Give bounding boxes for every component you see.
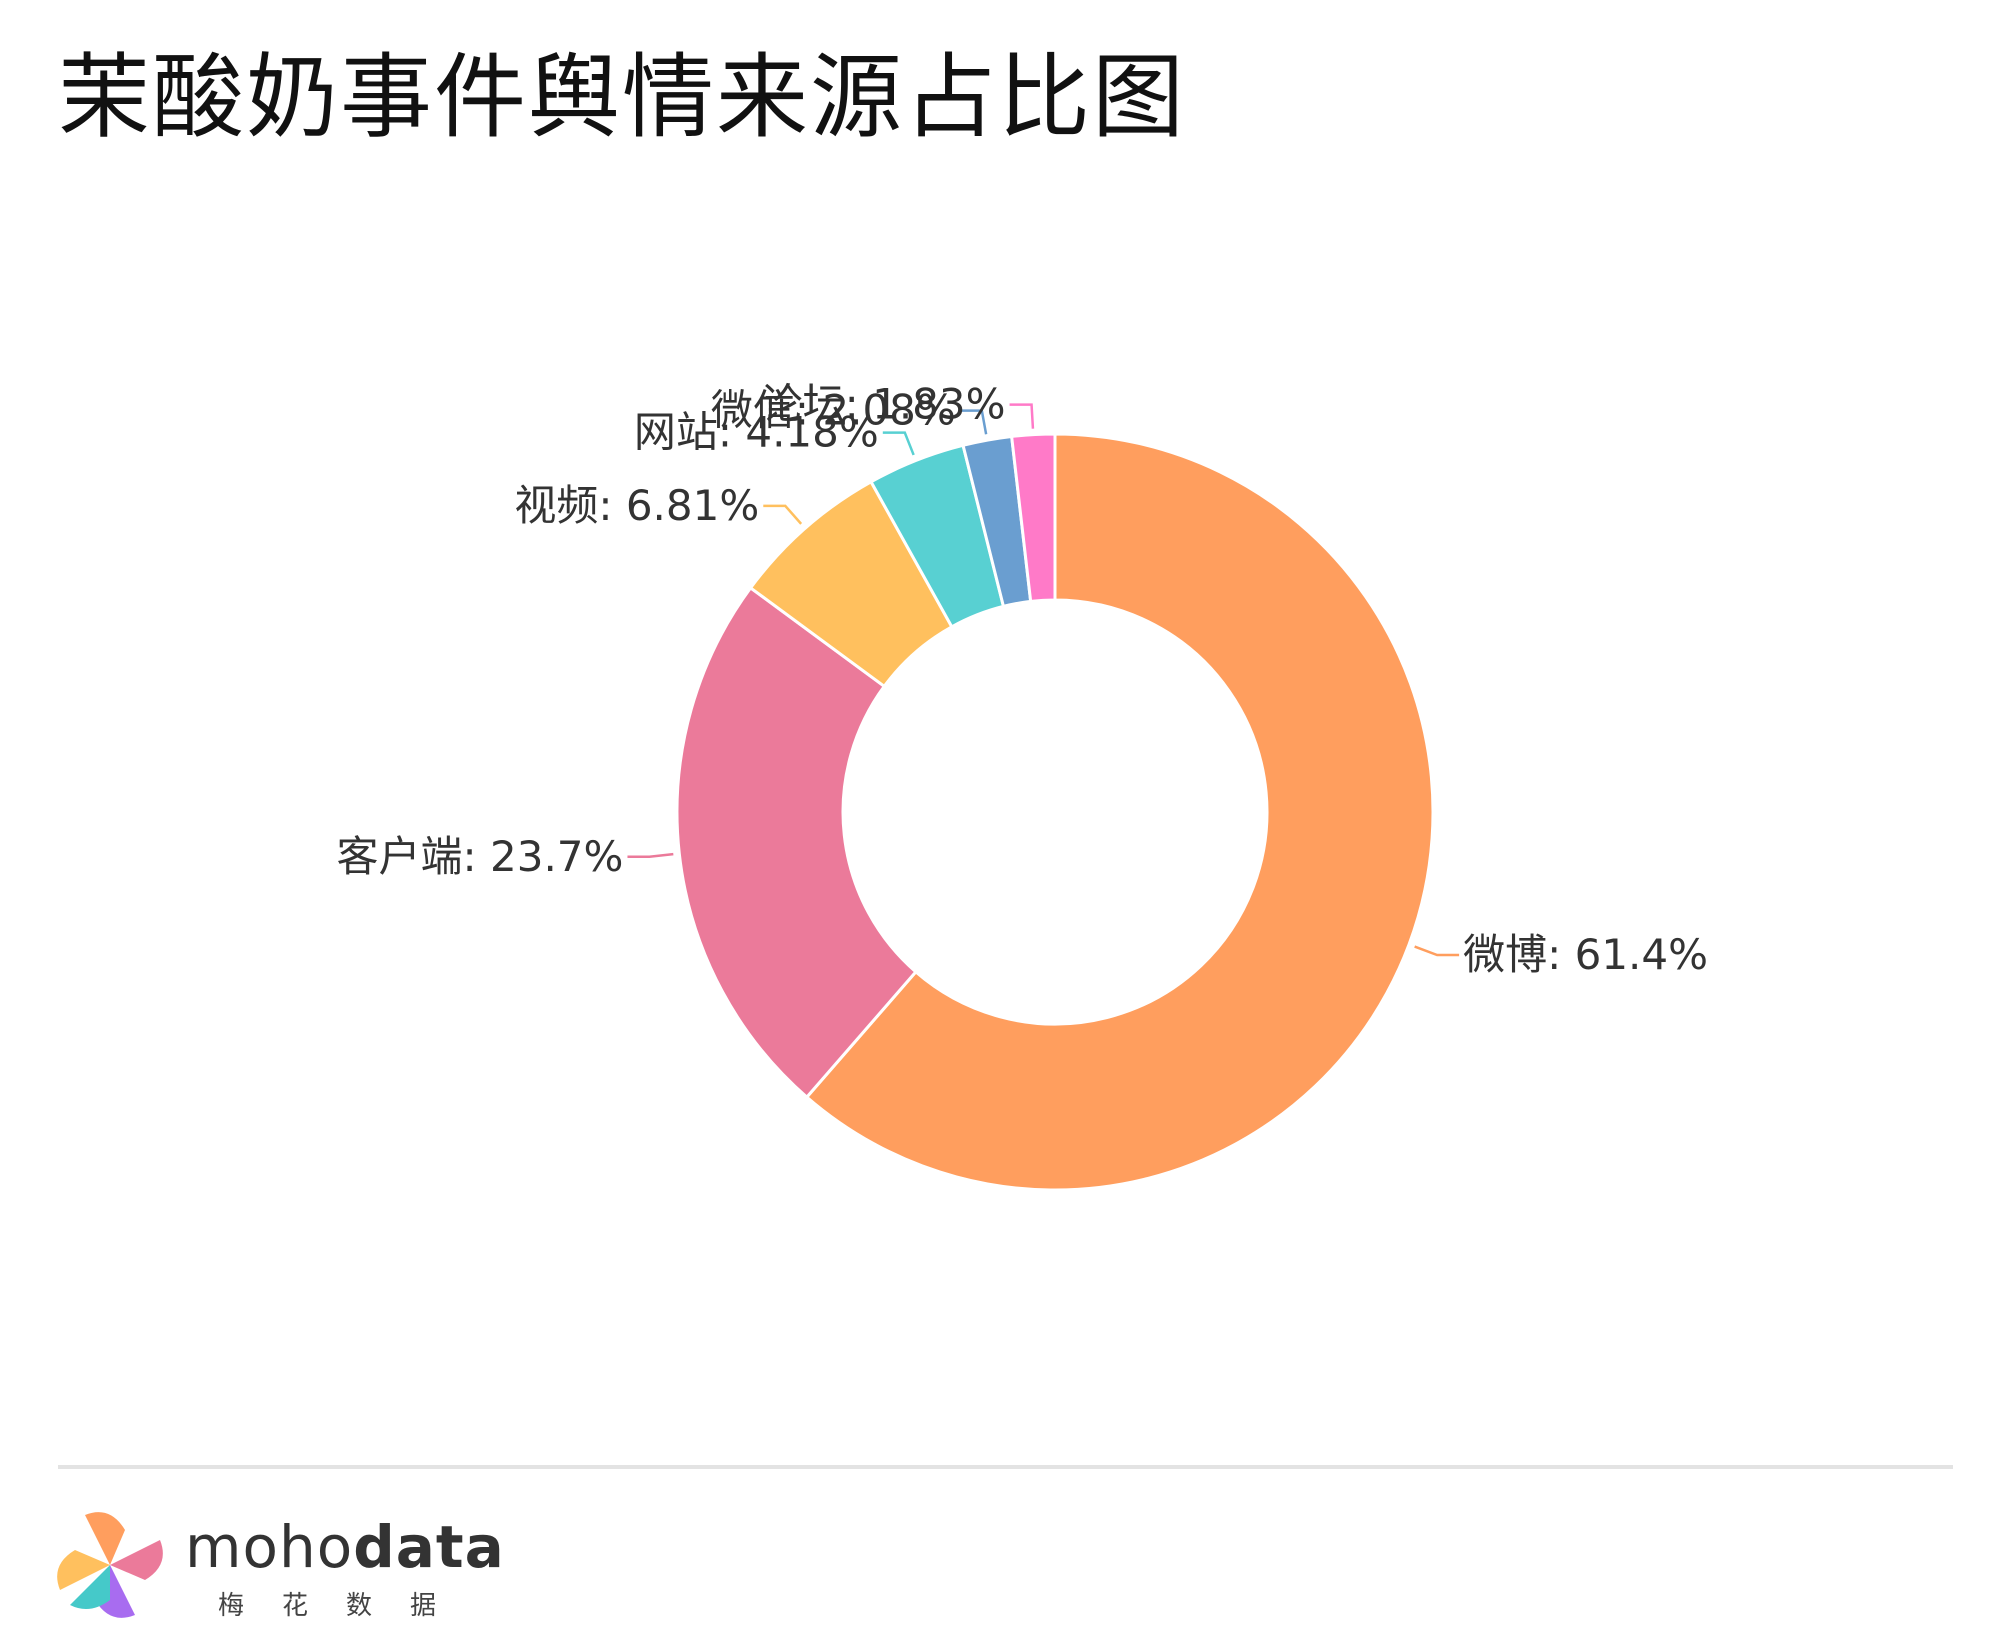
leader-line-微博 <box>1414 945 1460 957</box>
slice-label-微博: 微博: 61.4% <box>1463 930 1708 979</box>
slice-label-论坛: 论坛: 1.83% <box>761 380 1006 429</box>
brand-subtitle: 梅花数据 <box>218 1591 475 1621</box>
slice-客户端 <box>675 585 918 1100</box>
slice-论坛 <box>1009 432 1057 604</box>
brand-name: mohodata <box>185 1512 505 1582</box>
footer-divider <box>58 1465 1953 1469</box>
slice-label-微信: 微信: 2.08% <box>711 386 956 435</box>
brand-name-bold: data <box>353 1513 505 1581</box>
slice-微博 <box>804 432 1435 1192</box>
mohodata-logo-icon <box>57 1512 163 1618</box>
chart-title: 茉酸奶事件舆情来源占比图 <box>58 44 1187 151</box>
leader-line-论坛 <box>1009 403 1035 429</box>
leader-line-微信 <box>959 409 988 435</box>
slice-label-视频: 视频: 6.81% <box>514 481 759 530</box>
leader-line-网站 <box>882 431 915 456</box>
donut-chart: 微博: 61.4% 客户端: 23.7% 视频: 6.81% 网站: 4.18%微信:… <box>337 380 1708 1192</box>
leader-line-视频 <box>763 504 803 525</box>
leader-line-客户端 <box>627 852 674 859</box>
brand-name-light: moho <box>185 1513 354 1581</box>
slice-label-网站: 网站: 4.18% <box>634 408 879 457</box>
slice-label-客户端: 客户端: 23.7% <box>337 832 624 881</box>
